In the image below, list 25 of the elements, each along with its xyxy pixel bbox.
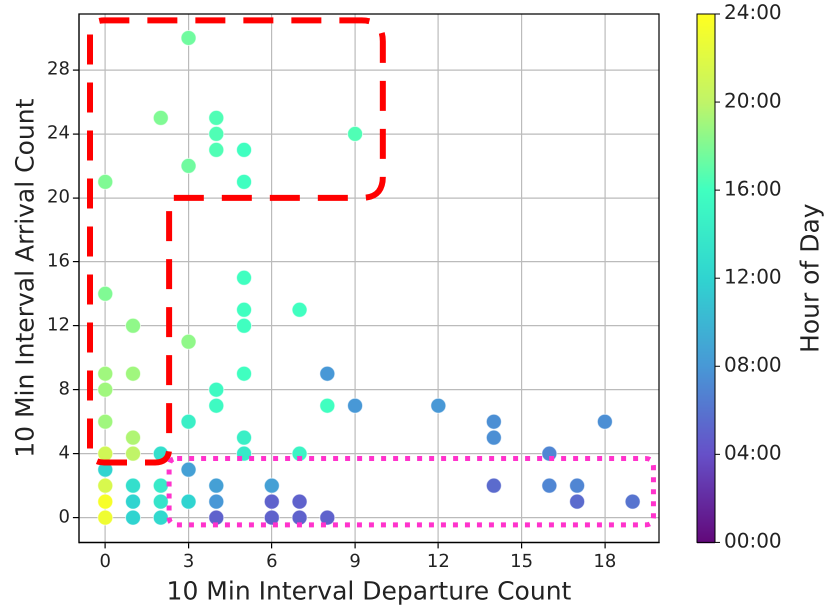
x-tick-label: 0 [100, 550, 111, 572]
x-axis-title: 10 Min Interval Departure Count [166, 576, 572, 606]
color-bar-label: 00:00 [724, 528, 782, 553]
y-tick-label: 12 [47, 314, 70, 336]
color-bar-label: 24:00 [724, 0, 782, 24]
x-tick-label: 18 [593, 550, 616, 572]
x-tick-label: 6 [266, 550, 278, 572]
y-tick-label: 16 [47, 250, 70, 272]
color-bar-label: 20:00 [724, 88, 782, 112]
y-tick-label: 0 [58, 506, 70, 528]
y-axis-title: 10 Min Interval Arrival Count [10, 98, 40, 458]
x-tick-label: 9 [349, 550, 361, 572]
y-tick-label: 28 [47, 58, 70, 80]
color-bar-label: 16:00 [724, 176, 782, 200]
color-bar-label: 04:00 [724, 440, 782, 465]
color-bar-label: 08:00 [724, 352, 782, 376]
x-tick-label: 12 [426, 550, 450, 572]
color-bar-title: Hour of Day [796, 203, 824, 353]
y-tick-label: 8 [58, 378, 70, 400]
y-tick-label: 20 [47, 186, 70, 208]
x-tick-label: 15 [510, 550, 534, 572]
y-tick-label: 24 [47, 122, 70, 144]
x-tick-label: 3 [182, 550, 194, 572]
color-bar-label: 12:00 [724, 264, 782, 288]
y-tick-label: 4 [58, 442, 70, 464]
